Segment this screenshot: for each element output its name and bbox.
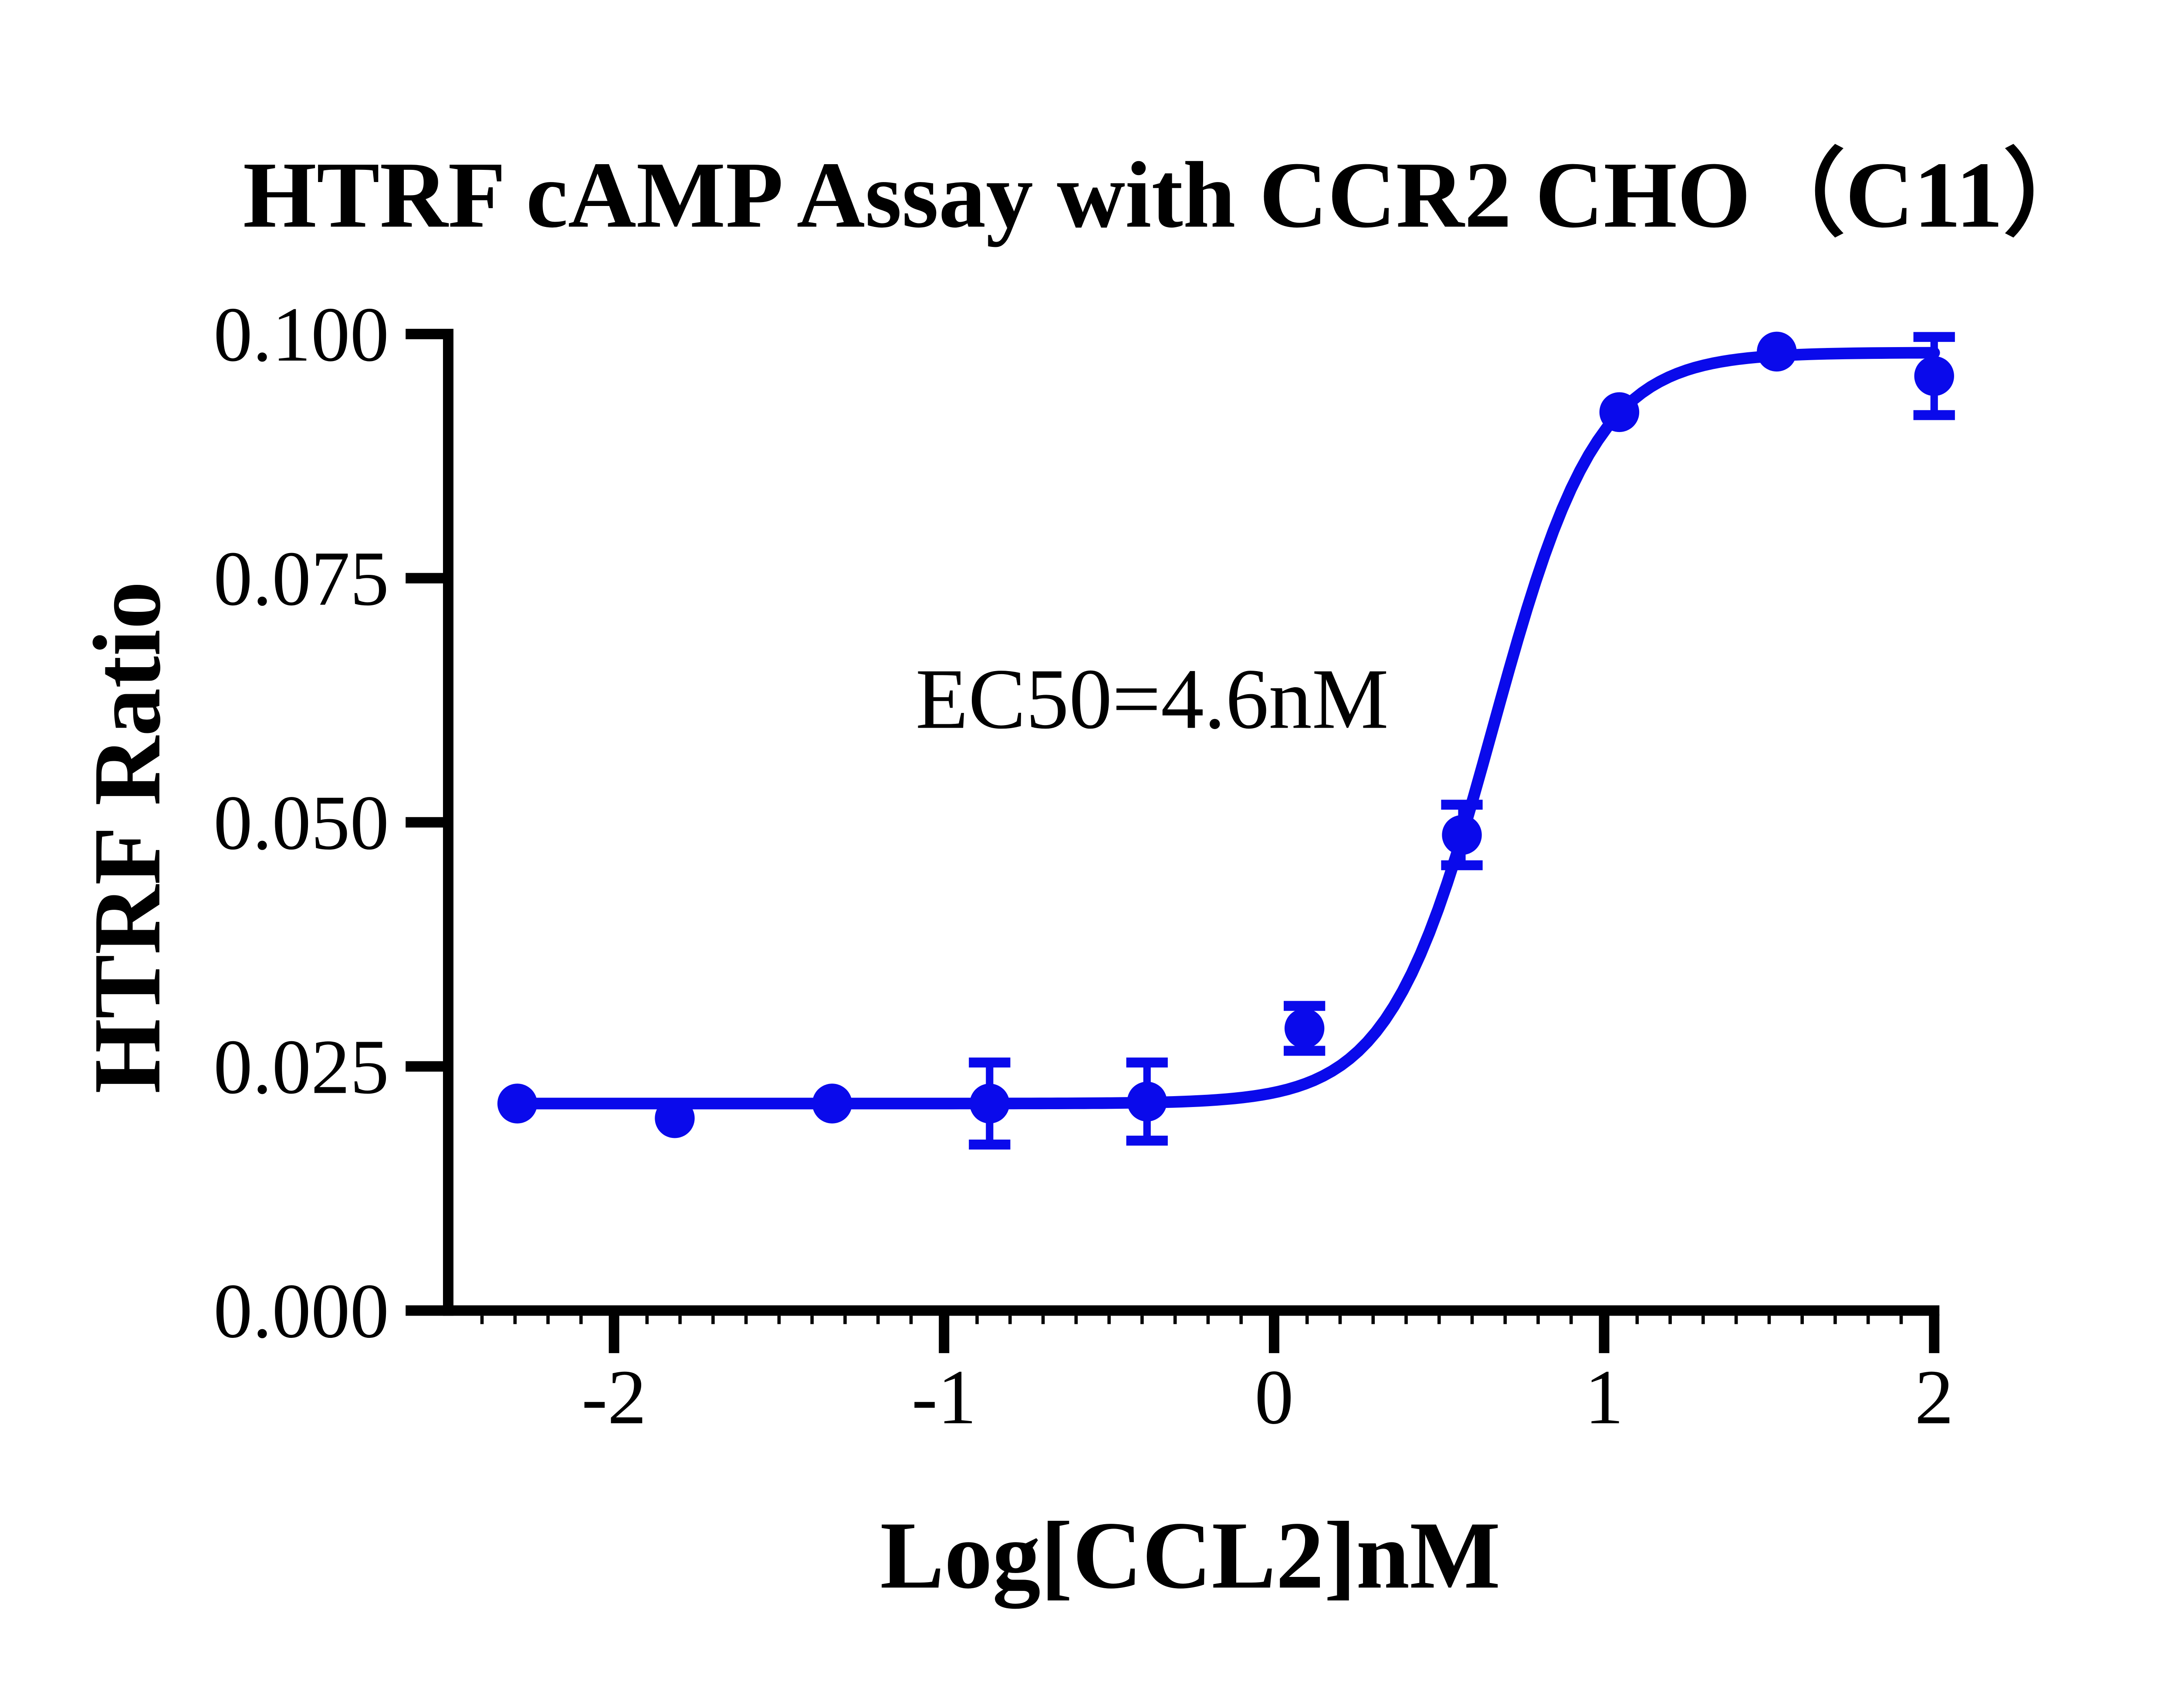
x-tick-label: -1 — [912, 1354, 977, 1440]
data-series — [497, 331, 1955, 1150]
data-point-marker — [497, 1084, 538, 1124]
x-axis-title: Log[CCL2]nM — [880, 1502, 1500, 1609]
data-point-marker — [1127, 1081, 1167, 1122]
data-point-marker — [655, 1098, 695, 1138]
data-point-marker — [1757, 331, 1797, 372]
data-point-marker — [1599, 392, 1640, 432]
x-tick-label: 0 — [1255, 1354, 1294, 1440]
y-tick-label: 0.075 — [213, 535, 389, 622]
x-tick-label: 2 — [1914, 1354, 1954, 1440]
data-point-marker — [1442, 815, 1482, 855]
data-point-marker — [1284, 1008, 1325, 1049]
data-point-marker — [812, 1084, 852, 1124]
fit-curve — [511, 347, 1940, 1110]
y-tick-label: 0.100 — [213, 291, 389, 378]
y-tick-label: 0.000 — [213, 1267, 389, 1354]
axes: 0.000 0.025 0.050 0.075 0.100 -2 -1 0 1 2 — [213, 291, 1954, 1440]
data-point-marker — [1914, 356, 1954, 396]
x-tick-label: -2 — [582, 1354, 646, 1440]
y-axis-title: HTRF Ratio — [74, 581, 180, 1094]
chart-title: HTRF cAMP Assay with CCR2 CHO（C11） — [243, 142, 2098, 247]
y-tick-label: 0.050 — [213, 779, 389, 866]
ec50-annotation: EC50=4.6nM — [916, 651, 1389, 746]
y-tick-label: 0.025 — [213, 1023, 389, 1110]
x-tick-label: 1 — [1585, 1354, 1624, 1440]
data-point-marker — [970, 1084, 1010, 1124]
